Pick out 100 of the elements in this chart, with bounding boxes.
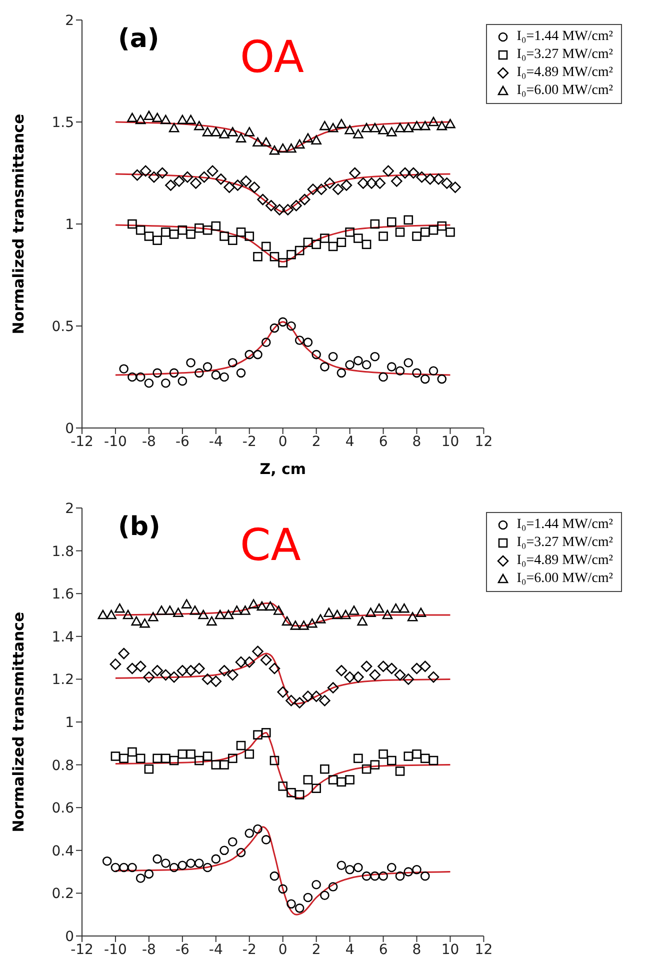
point	[173, 608, 184, 618]
point	[386, 756, 396, 766]
point	[437, 221, 447, 231]
point	[312, 784, 321, 793]
point	[312, 240, 321, 250]
point	[168, 122, 180, 132]
x-tick-label: 12	[474, 942, 493, 958]
point	[360, 660, 372, 672]
point	[228, 754, 238, 764]
point	[220, 232, 229, 241]
point	[202, 362, 212, 372]
point	[324, 178, 336, 189]
point	[344, 125, 355, 134]
point	[378, 232, 388, 241]
annotation: (b)	[118, 512, 160, 542]
point	[286, 143, 296, 153]
x-tick-label: 12	[474, 434, 493, 450]
x-tick-label: 2	[312, 434, 321, 450]
point	[227, 127, 238, 136]
point	[220, 372, 229, 382]
point	[428, 116, 439, 126]
point	[286, 250, 296, 260]
point	[156, 606, 167, 615]
point	[119, 364, 128, 374]
point	[176, 664, 188, 676]
point	[260, 654, 272, 666]
point	[152, 112, 162, 122]
point	[416, 171, 428, 183]
point	[286, 899, 296, 909]
point	[446, 228, 455, 237]
point	[374, 178, 386, 189]
point	[253, 350, 262, 360]
x-tick-label: 4	[345, 434, 354, 450]
point	[143, 671, 155, 683]
point	[211, 221, 221, 231]
point	[420, 228, 430, 237]
point	[98, 610, 108, 620]
point	[186, 230, 196, 239]
point	[332, 610, 342, 620]
y-axis-title: Normalized transmittance	[9, 612, 28, 832]
y-tick-label: 0.4	[52, 843, 74, 860]
point	[311, 135, 322, 145]
point	[202, 752, 212, 761]
x-tick-label: 10	[441, 942, 460, 958]
x-tick-label: 6	[378, 942, 388, 958]
point	[354, 862, 363, 872]
y-tick-label: 0.2	[52, 886, 74, 902]
point	[244, 127, 255, 136]
point	[370, 219, 380, 229]
x-tick-label: 0	[278, 942, 288, 958]
point	[152, 854, 162, 864]
point	[348, 606, 360, 615]
point	[336, 860, 346, 870]
point	[345, 360, 354, 370]
point	[128, 372, 137, 382]
point	[366, 608, 376, 618]
point	[140, 165, 152, 177]
point	[206, 616, 217, 626]
point	[428, 671, 440, 683]
point	[362, 360, 372, 370]
point	[302, 133, 314, 142]
point	[420, 871, 430, 881]
point	[270, 252, 280, 262]
point	[340, 610, 351, 620]
x-tick-label: 6	[378, 434, 388, 450]
point	[161, 754, 170, 764]
point	[202, 862, 212, 872]
point	[136, 754, 146, 764]
x-tick-label: -2	[242, 942, 256, 958]
point	[310, 690, 322, 702]
point	[278, 143, 288, 153]
point	[244, 232, 254, 241]
point	[206, 165, 218, 177]
point	[340, 180, 352, 191]
point	[420, 754, 430, 764]
y-tick-label: 1.2	[52, 672, 74, 688]
point	[244, 828, 254, 838]
point	[218, 664, 230, 676]
point	[345, 865, 354, 874]
point	[378, 871, 388, 881]
point	[404, 752, 414, 761]
x-axis-title: Z, cm	[260, 460, 306, 478]
point	[106, 610, 116, 620]
point	[160, 114, 171, 124]
point	[286, 694, 297, 706]
point	[190, 606, 200, 615]
point	[352, 671, 364, 683]
x-tick-label: 0	[278, 434, 288, 450]
point	[178, 225, 188, 235]
x-tick-label: -8	[142, 942, 156, 958]
point	[148, 171, 160, 183]
point	[428, 225, 438, 235]
point	[268, 662, 280, 674]
point	[407, 612, 418, 622]
point	[395, 228, 405, 237]
point	[420, 374, 430, 384]
point	[307, 184, 319, 195]
point	[164, 606, 176, 615]
point	[136, 874, 146, 883]
point	[412, 232, 422, 241]
